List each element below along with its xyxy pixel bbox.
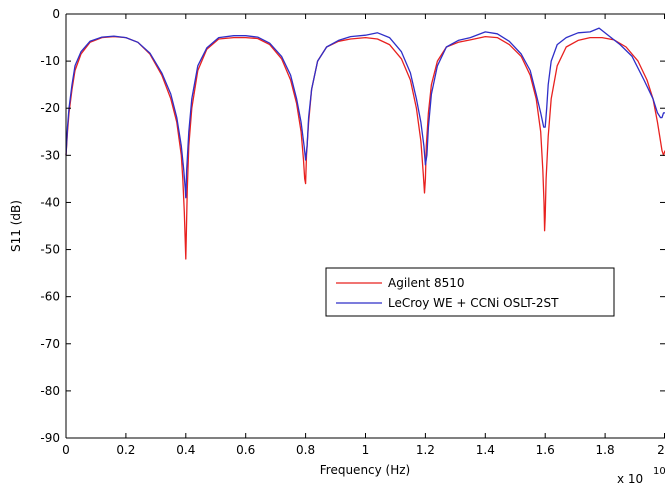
- y-tick-label: 0: [52, 7, 60, 21]
- y-ticks: 0 -10 -20 -30 -40 -50 -60 -70 -80 -90: [40, 7, 665, 445]
- x-tick-label: 1.4: [476, 443, 495, 457]
- x-tick-label: 1.6: [536, 443, 555, 457]
- legend-label-agilent: Agilent 8510: [388, 276, 465, 290]
- x-tick-label: 0.2: [116, 443, 135, 457]
- series-line-0: [65, 35, 665, 260]
- y-tick-label: -60: [40, 290, 60, 304]
- x-ticks: 0 0.2 0.4 0.6 0.8 1 1.2 1.4 1.6 1.8 2: [62, 14, 665, 457]
- x-axis-title: Frequency (Hz): [320, 463, 411, 477]
- y-tick-label: -90: [40, 431, 60, 445]
- legend-label-lecroy: LeCroy WE + CCNi OSLT-2ST: [388, 296, 559, 310]
- y-tick-label: -20: [40, 101, 60, 115]
- x-tick-label: 1.8: [596, 443, 615, 457]
- x-tick-label: 0.4: [176, 443, 195, 457]
- series-layer: [65, 27, 665, 260]
- x-tick-label: 1: [362, 443, 370, 457]
- x-tick-label: 2: [657, 443, 665, 457]
- x-tick-label: 0.8: [296, 443, 315, 457]
- y-tick-label: -70: [40, 337, 60, 351]
- legend: Agilent 8510 LeCroy WE + CCNi OSLT-2ST: [325, 267, 615, 317]
- x-axis-multiplier-exponent: 10: [653, 466, 665, 477]
- x-tick-label: 1.2: [416, 443, 435, 457]
- y-axis-title: S11 (dB): [9, 200, 23, 252]
- x-tick-label: 0.6: [236, 443, 255, 457]
- y-tick-label: -80: [40, 384, 60, 398]
- x-tick-label: 0: [62, 443, 70, 457]
- y-tick-label: -40: [40, 195, 60, 209]
- y-tick-label: -50: [40, 243, 60, 257]
- legend-box: [325, 267, 615, 317]
- y-tick-label: -10: [40, 54, 60, 68]
- x-axis-multiplier: x 10: [617, 472, 643, 486]
- series-line-1: [65, 27, 665, 199]
- y-tick-label: -30: [40, 148, 60, 162]
- plot-background: [66, 14, 665, 438]
